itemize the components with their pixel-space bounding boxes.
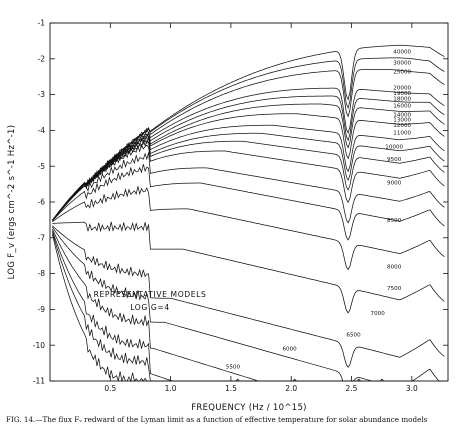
y-tick-labels: -1 -2 -3 -4 -5 -6 -7 -8 -9 -10 -11 [33, 19, 45, 386]
x-tick-label: 2.5 [346, 384, 358, 393]
series-label-16000: 16000 [393, 103, 411, 109]
series-line-14000 [52, 124, 445, 221]
series-label-14000: 14000 [393, 112, 411, 118]
series-line-40000 [52, 44, 445, 221]
y-tick-label: -2 [38, 54, 46, 63]
series-line-7000 [52, 228, 385, 382]
y-tick-label: -3 [38, 90, 46, 99]
x-tick-labels: 0.5 1.0 1.5 2.0 2.5 3.0 [104, 384, 418, 393]
series-label-6000: 6000 [282, 347, 297, 353]
y-tick-label: -11 [33, 377, 45, 386]
series-label-25000: 25000 [393, 69, 411, 75]
y-tick-label: -5 [38, 162, 46, 171]
series-line-12000 [52, 138, 445, 221]
series-label-6500: 6500 [346, 332, 361, 338]
y-tick-label: -4 [38, 126, 46, 135]
series-label-19000: 19000 [393, 91, 411, 97]
x-tick-label: 2.0 [285, 384, 297, 393]
series-line-5500 [52, 234, 240, 383]
series-label-12000: 12000 [393, 123, 411, 129]
series-label-9000: 9000 [387, 180, 402, 186]
series-label-7000: 7000 [371, 311, 386, 317]
series-label-40000: 40000 [393, 50, 411, 56]
series-label-13000: 13000 [393, 118, 411, 124]
plot-frame [49, 22, 449, 382]
series-line-9000 [52, 186, 445, 271]
series-label-20000: 20000 [393, 86, 411, 92]
y-tick-label: -6 [38, 198, 46, 207]
annotation-line-2: LOG G=4 [130, 303, 170, 312]
series-line-19000 [52, 95, 445, 221]
series-line-7500 [52, 226, 445, 382]
series-line-9500 [52, 164, 445, 241]
x-tick-label: 3.0 [406, 384, 418, 393]
series-label-8500: 8500 [387, 218, 402, 224]
series-label-8000: 8000 [387, 265, 402, 271]
annotation-line-1: REPRESENTATIVE MODELS [94, 290, 207, 299]
series-line-6000 [52, 232, 297, 382]
y-tick-label: -10 [33, 341, 45, 350]
series-curves [52, 44, 445, 383]
series-label-9500: 9500 [387, 157, 402, 163]
series-line-10000 [52, 152, 445, 224]
series-label-30000: 30000 [393, 60, 411, 66]
y-tick-label: -8 [38, 269, 46, 278]
series-label-10000: 10000 [385, 145, 403, 151]
y-axis-title: LOG F_v (ergs cm^-2 s^-1 Hz^-1) [7, 125, 17, 280]
series-label-7500: 7500 [387, 286, 402, 292]
series-line-20000 [52, 87, 445, 221]
series-line-8000 [52, 225, 445, 368]
x-tick-label: 1.5 [225, 384, 237, 393]
x-tick-label: 1.0 [165, 384, 177, 393]
series-line-11000 [52, 144, 445, 221]
series-line-30000 [52, 57, 445, 221]
y-tick-label: -1 [38, 19, 46, 28]
series-label-5500: 5500 [226, 364, 241, 370]
series-line-16000 [52, 113, 445, 221]
axis-ticks [50, 22, 448, 382]
figure-caption: FIG. 14.—The flux Fᵥ redward of the Lyma… [6, 415, 428, 424]
x-tick-label: 0.5 [104, 384, 116, 393]
series-line-8500 [52, 221, 445, 314]
series-label-11000: 11000 [393, 130, 411, 136]
x-axis-title: FREQUENCY (Hz / 10^15) [191, 403, 307, 413]
series-label-18000: 18000 [393, 96, 411, 102]
y-tick-label: -7 [38, 233, 46, 242]
y-tick-label: -9 [38, 305, 46, 314]
